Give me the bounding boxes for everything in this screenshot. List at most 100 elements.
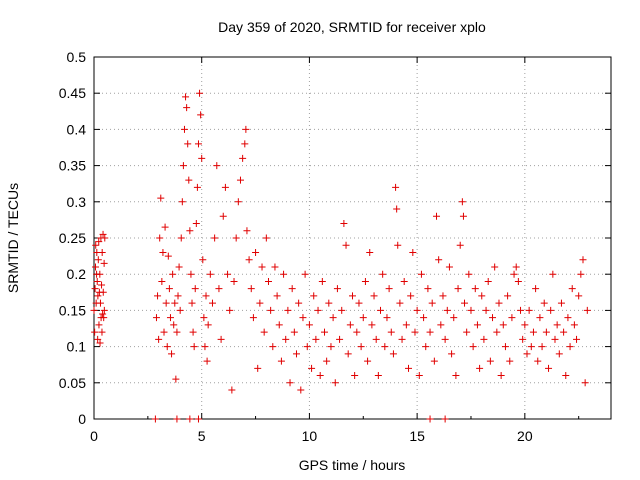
data-point — [536, 314, 544, 322]
data-point — [523, 350, 531, 358]
data-point — [100, 314, 108, 322]
data-point — [193, 183, 201, 191]
y-tick-label: 0.5 — [67, 49, 87, 65]
data-point — [187, 270, 195, 278]
data-point — [188, 299, 196, 307]
data-point — [452, 372, 460, 380]
data-point — [484, 277, 492, 285]
data-point — [152, 314, 160, 322]
data-point — [101, 234, 109, 242]
data-point — [370, 292, 378, 300]
data-point — [491, 263, 499, 271]
data-point — [441, 335, 449, 343]
data-point — [249, 314, 257, 322]
data-point — [353, 328, 361, 336]
data-point — [95, 238, 103, 246]
data-point — [232, 234, 240, 242]
data-point — [499, 321, 507, 329]
y-tick-label: 0 — [78, 411, 86, 427]
data-point — [476, 364, 484, 372]
data-point — [211, 234, 219, 242]
data-point — [156, 234, 164, 242]
data-point — [377, 306, 385, 314]
data-point — [254, 364, 262, 372]
y-tick-label: 0.35 — [59, 158, 86, 174]
data-point — [198, 154, 206, 162]
data-point — [461, 299, 469, 307]
y-tick-label: 0.25 — [59, 230, 86, 246]
data-point — [349, 292, 356, 300]
data-point — [473, 321, 481, 329]
data-point — [540, 299, 548, 307]
data-point — [186, 227, 194, 235]
data-point — [387, 328, 395, 336]
data-point — [226, 306, 234, 314]
data-point — [420, 314, 428, 322]
data-point — [320, 328, 328, 336]
data-point — [562, 372, 570, 380]
data-point — [92, 263, 100, 271]
data-point — [480, 335, 488, 343]
data-point — [529, 328, 537, 336]
data-point — [260, 328, 268, 336]
x-tick-label: 20 — [517, 428, 533, 444]
data-point — [368, 321, 376, 329]
data-point — [437, 321, 445, 329]
y-tick-label: 0.3 — [67, 194, 87, 210]
data-point — [96, 339, 104, 347]
data-point — [186, 415, 194, 423]
data-point — [346, 321, 354, 329]
data-point — [219, 212, 227, 220]
data-point — [100, 306, 108, 314]
data-point — [512, 263, 520, 271]
data-point — [359, 314, 367, 322]
data-point — [241, 140, 249, 148]
data-point — [189, 328, 197, 336]
data-point — [162, 299, 170, 307]
data-point — [407, 292, 415, 300]
data-point — [402, 321, 410, 329]
data-point — [510, 270, 518, 278]
data-point — [174, 292, 182, 300]
data-point — [94, 292, 102, 300]
data-point — [549, 270, 557, 278]
chart-title: Day 359 of 2020, SRMTID for receiver xpl… — [218, 19, 486, 35]
data-point — [430, 357, 438, 365]
data-point — [239, 154, 247, 162]
data-point — [525, 306, 533, 314]
data-point — [92, 241, 100, 249]
data-point — [486, 357, 494, 365]
data-point — [465, 270, 473, 278]
data-point — [333, 285, 341, 293]
data-point — [433, 212, 441, 220]
data-point — [91, 328, 99, 336]
data-point — [351, 372, 359, 380]
data-point — [366, 248, 374, 256]
data-point — [221, 183, 229, 191]
data-point — [538, 343, 546, 351]
data-point — [415, 372, 423, 380]
data-point — [173, 328, 181, 336]
data-point — [172, 375, 180, 383]
y-tick-label: 0.05 — [59, 375, 86, 391]
data-point — [424, 285, 432, 293]
data-point — [267, 306, 275, 314]
data-point — [394, 241, 402, 249]
data-point — [560, 328, 568, 336]
data-point — [469, 343, 477, 351]
data-point — [228, 386, 236, 394]
data-point — [180, 125, 188, 133]
data-point — [458, 198, 466, 206]
data-point — [194, 140, 202, 148]
data-point — [364, 357, 372, 365]
data-point — [506, 357, 514, 365]
data-point — [463, 328, 471, 336]
data-point — [297, 386, 305, 394]
data-point — [215, 285, 223, 293]
data-point — [204, 321, 212, 329]
data-point — [583, 306, 591, 314]
data-point — [527, 343, 535, 351]
x-tick-label: 15 — [409, 428, 425, 444]
data-point — [471, 285, 479, 293]
